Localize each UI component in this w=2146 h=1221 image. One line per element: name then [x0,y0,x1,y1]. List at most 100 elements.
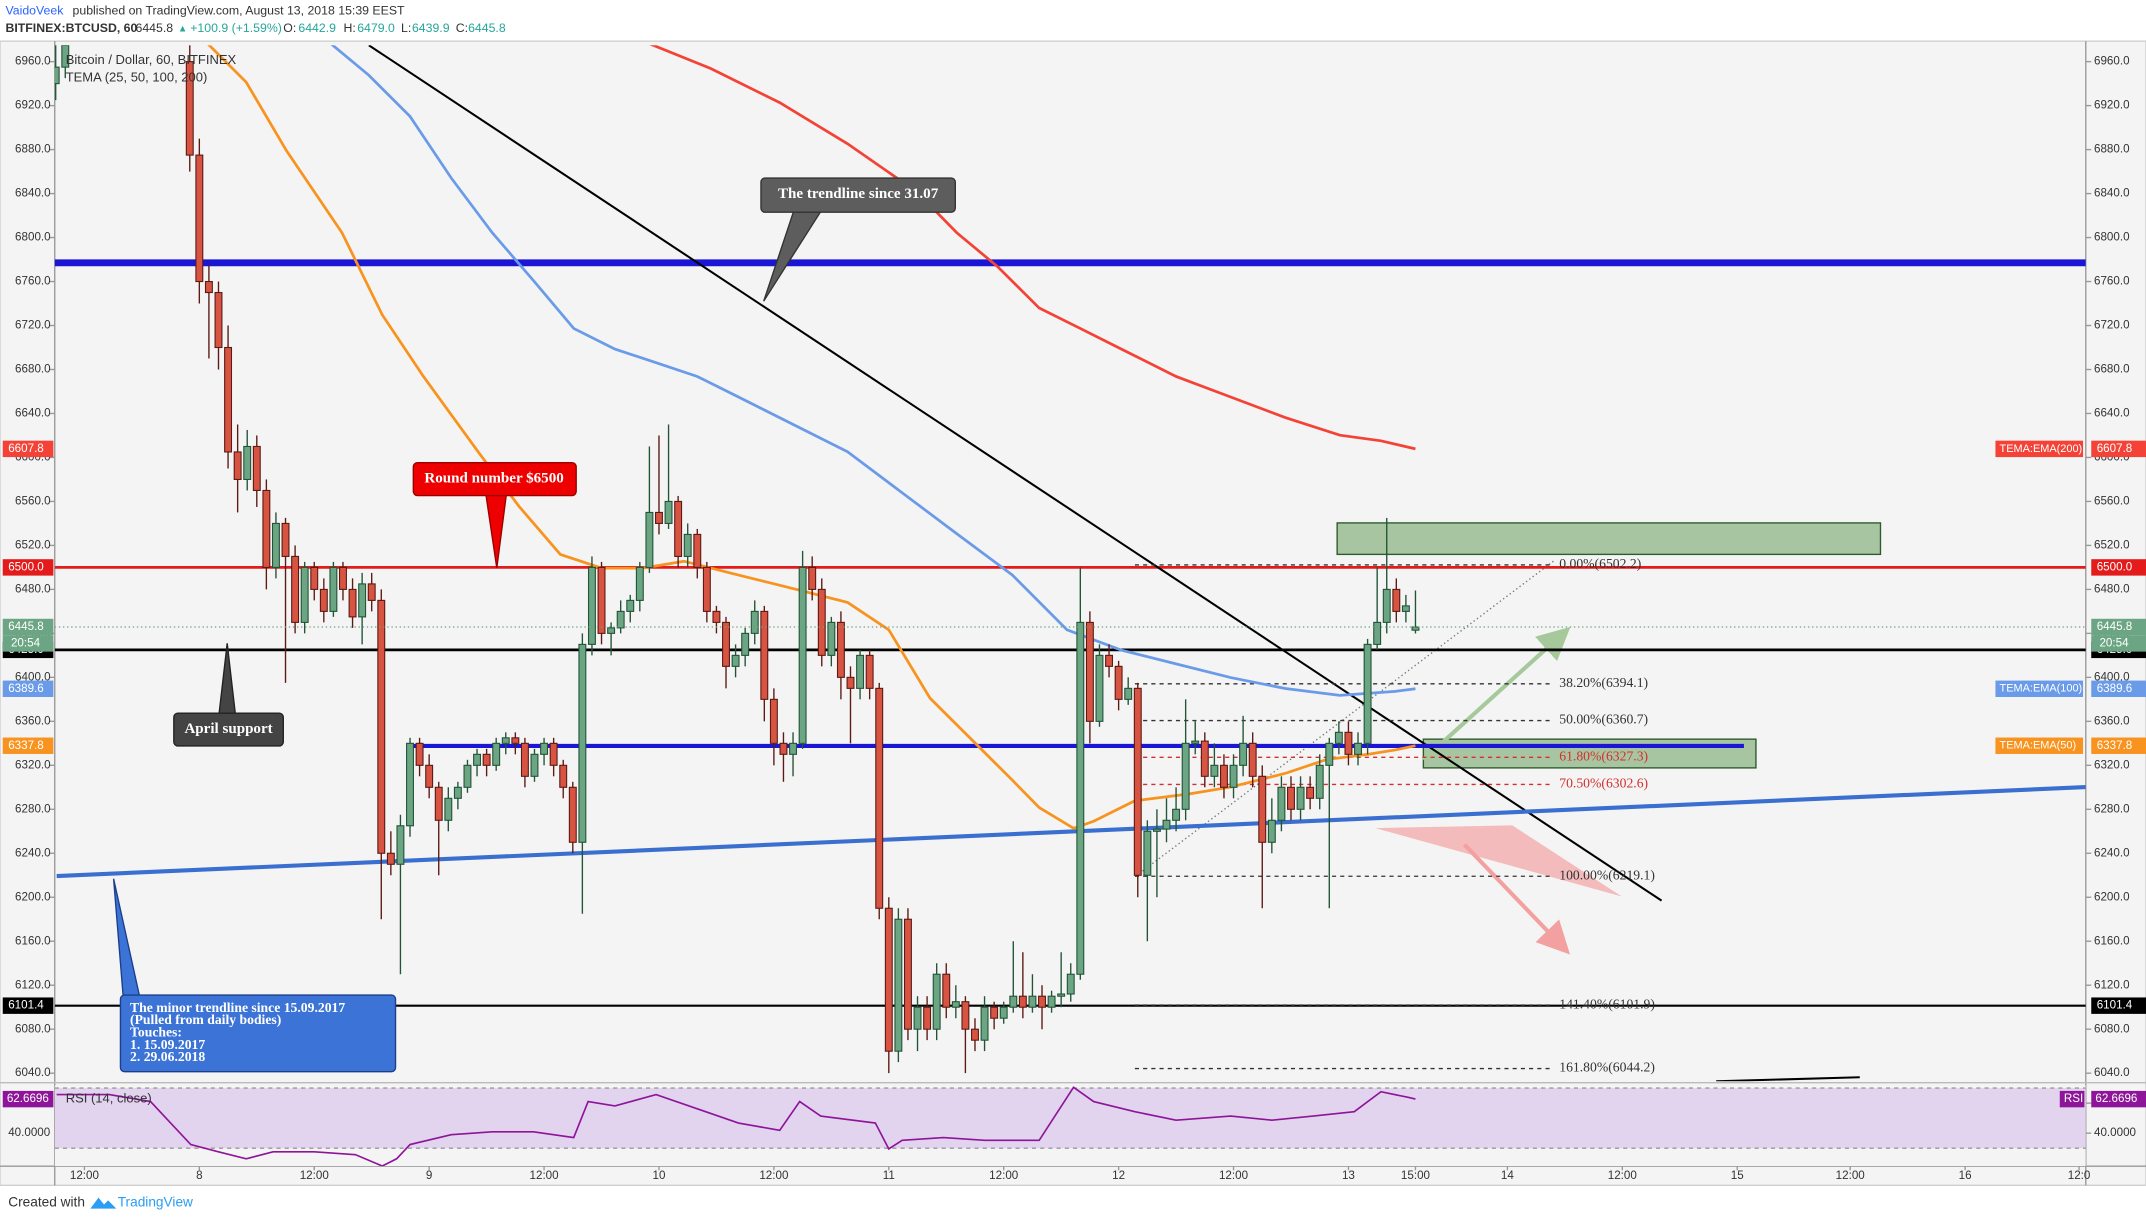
x-tick-label: 12:00 [530,1169,560,1182]
candle-body [1095,654,1104,722]
fib-label: 61.80%(6327.3) [1559,748,1648,764]
candle-body [1258,775,1267,843]
series-name: TEMA:EMA(100) [2000,683,2083,695]
x-tick-label: 16 [1959,1169,1972,1182]
y-tick-label: 6720.0 [2094,319,2130,332]
candle-body [540,742,549,755]
ema-line [207,45,1416,830]
price-tag [2091,997,2146,1014]
study-legend: TEMA (25, 50, 100, 200) [66,70,208,85]
candle-body [310,566,319,590]
candle-body [693,533,702,568]
candle-body [1085,621,1094,722]
candle-body [731,654,740,667]
candle-body [903,918,912,1030]
y-tick-label: 6800.0 [2094,231,2130,244]
y-tick-label: 6240.0 [15,846,51,859]
candle-body [482,753,491,766]
candle-body [568,786,577,843]
price-tag [2,440,54,458]
fib-label: 70.50%(6302.6) [1559,776,1648,792]
candle-body [597,566,606,634]
y-tick-label: 6280.0 [2094,802,2130,815]
up-arrow [1421,626,1571,762]
target-zone [1336,522,1882,556]
ema-line [330,45,1416,697]
candle-body [473,753,482,766]
price-tag [2,559,54,576]
candle-body [300,566,309,623]
candle-body [348,588,357,618]
fib-diagonal [1135,560,1554,877]
candle-body [444,797,453,821]
fib-label: 100.00%(6219.1) [1559,867,1655,883]
candle-body [406,742,414,827]
candle-body [913,1006,922,1030]
candle-body [856,654,865,689]
y-tick-label: 6480.0 [15,582,51,595]
logo [90,1197,117,1209]
price-tags: 62.669662.6696RSI6500.06500.06425.06425.… [2,440,2146,1108]
rsi-tag [2,1090,54,1108]
candle-body [1133,687,1142,876]
candle-body [281,522,290,557]
candle-body [722,621,730,667]
author[interactable]: VaidoVeek [5,3,64,17]
fib-label: 0.00%(6502.2) [1559,556,1641,572]
y-tick-label: 6760.0 [15,275,51,288]
fib-label: 161.80%(6044.2) [1559,1060,1655,1076]
price-tag-label: 6607.8 [2097,442,2133,455]
candle-body [645,511,654,568]
y-tick-label: 6200.0 [15,890,51,903]
price-tag [2091,559,2146,576]
series-name-tag [1995,737,2084,754]
candle-body [1344,731,1353,755]
candle-body [1124,687,1133,700]
x-tick-label: 12:00 [300,1169,330,1182]
rsi-tick-label: 40.0000 [8,1126,51,1139]
candle-body [1009,995,1018,1008]
axes: 6040.0 6040.0 6080.0 6080.0 6120.0 6120.0 6160… [8,55,2136,1182]
candle-body [185,61,194,156]
y-tick-label: 6040.0 [15,1066,51,1079]
candle-body [1354,742,1362,755]
candle-body [1152,828,1161,832]
price-tag [2,680,54,698]
x-tick-label: 13 [1342,1169,1355,1182]
candle-body [1306,786,1315,799]
candle-body [769,698,778,744]
callout-april: April support [173,643,284,747]
candle-body [923,1006,932,1030]
x-tick-label: 12:0 [2068,1169,2091,1182]
y-tick-label: 6960.0 [15,55,51,68]
fib-label: 141.40%(6101.9) [1559,996,1655,1012]
rsi-band [54,1088,2086,1149]
countdown: 20:54 [11,636,41,649]
candle-body [329,566,338,612]
candle-body [894,918,903,1052]
candle-body [836,621,845,678]
price-tag [2091,680,2146,698]
candle-body [607,627,616,634]
footer-brand[interactable]: TradingView [118,1195,193,1210]
price-tag [2,737,54,754]
candle-body [1401,605,1410,612]
candle-body [1047,995,1056,1008]
candle-body [396,825,405,865]
candle-body [779,742,788,755]
y-tick-label: 6560.0 [2094,495,2130,508]
candle-body [1038,995,1046,1008]
price-tag-label: 6607.8 [8,442,44,455]
x-tick-label: 8 [196,1169,202,1182]
y-tick-label: 6240.0 [2094,846,2130,859]
candle-body [741,632,750,656]
candle-body [875,687,884,909]
rsi-pane [54,1085,2086,1167]
y-tick-label: 6080.0 [2094,1022,2130,1035]
callout-text: The trendline since 31.07 [778,186,939,202]
candle-body [501,737,510,744]
y-tick-label: 6520.0 [15,538,51,551]
candle-body [291,555,300,623]
c-value: 6445.8 [468,21,506,35]
